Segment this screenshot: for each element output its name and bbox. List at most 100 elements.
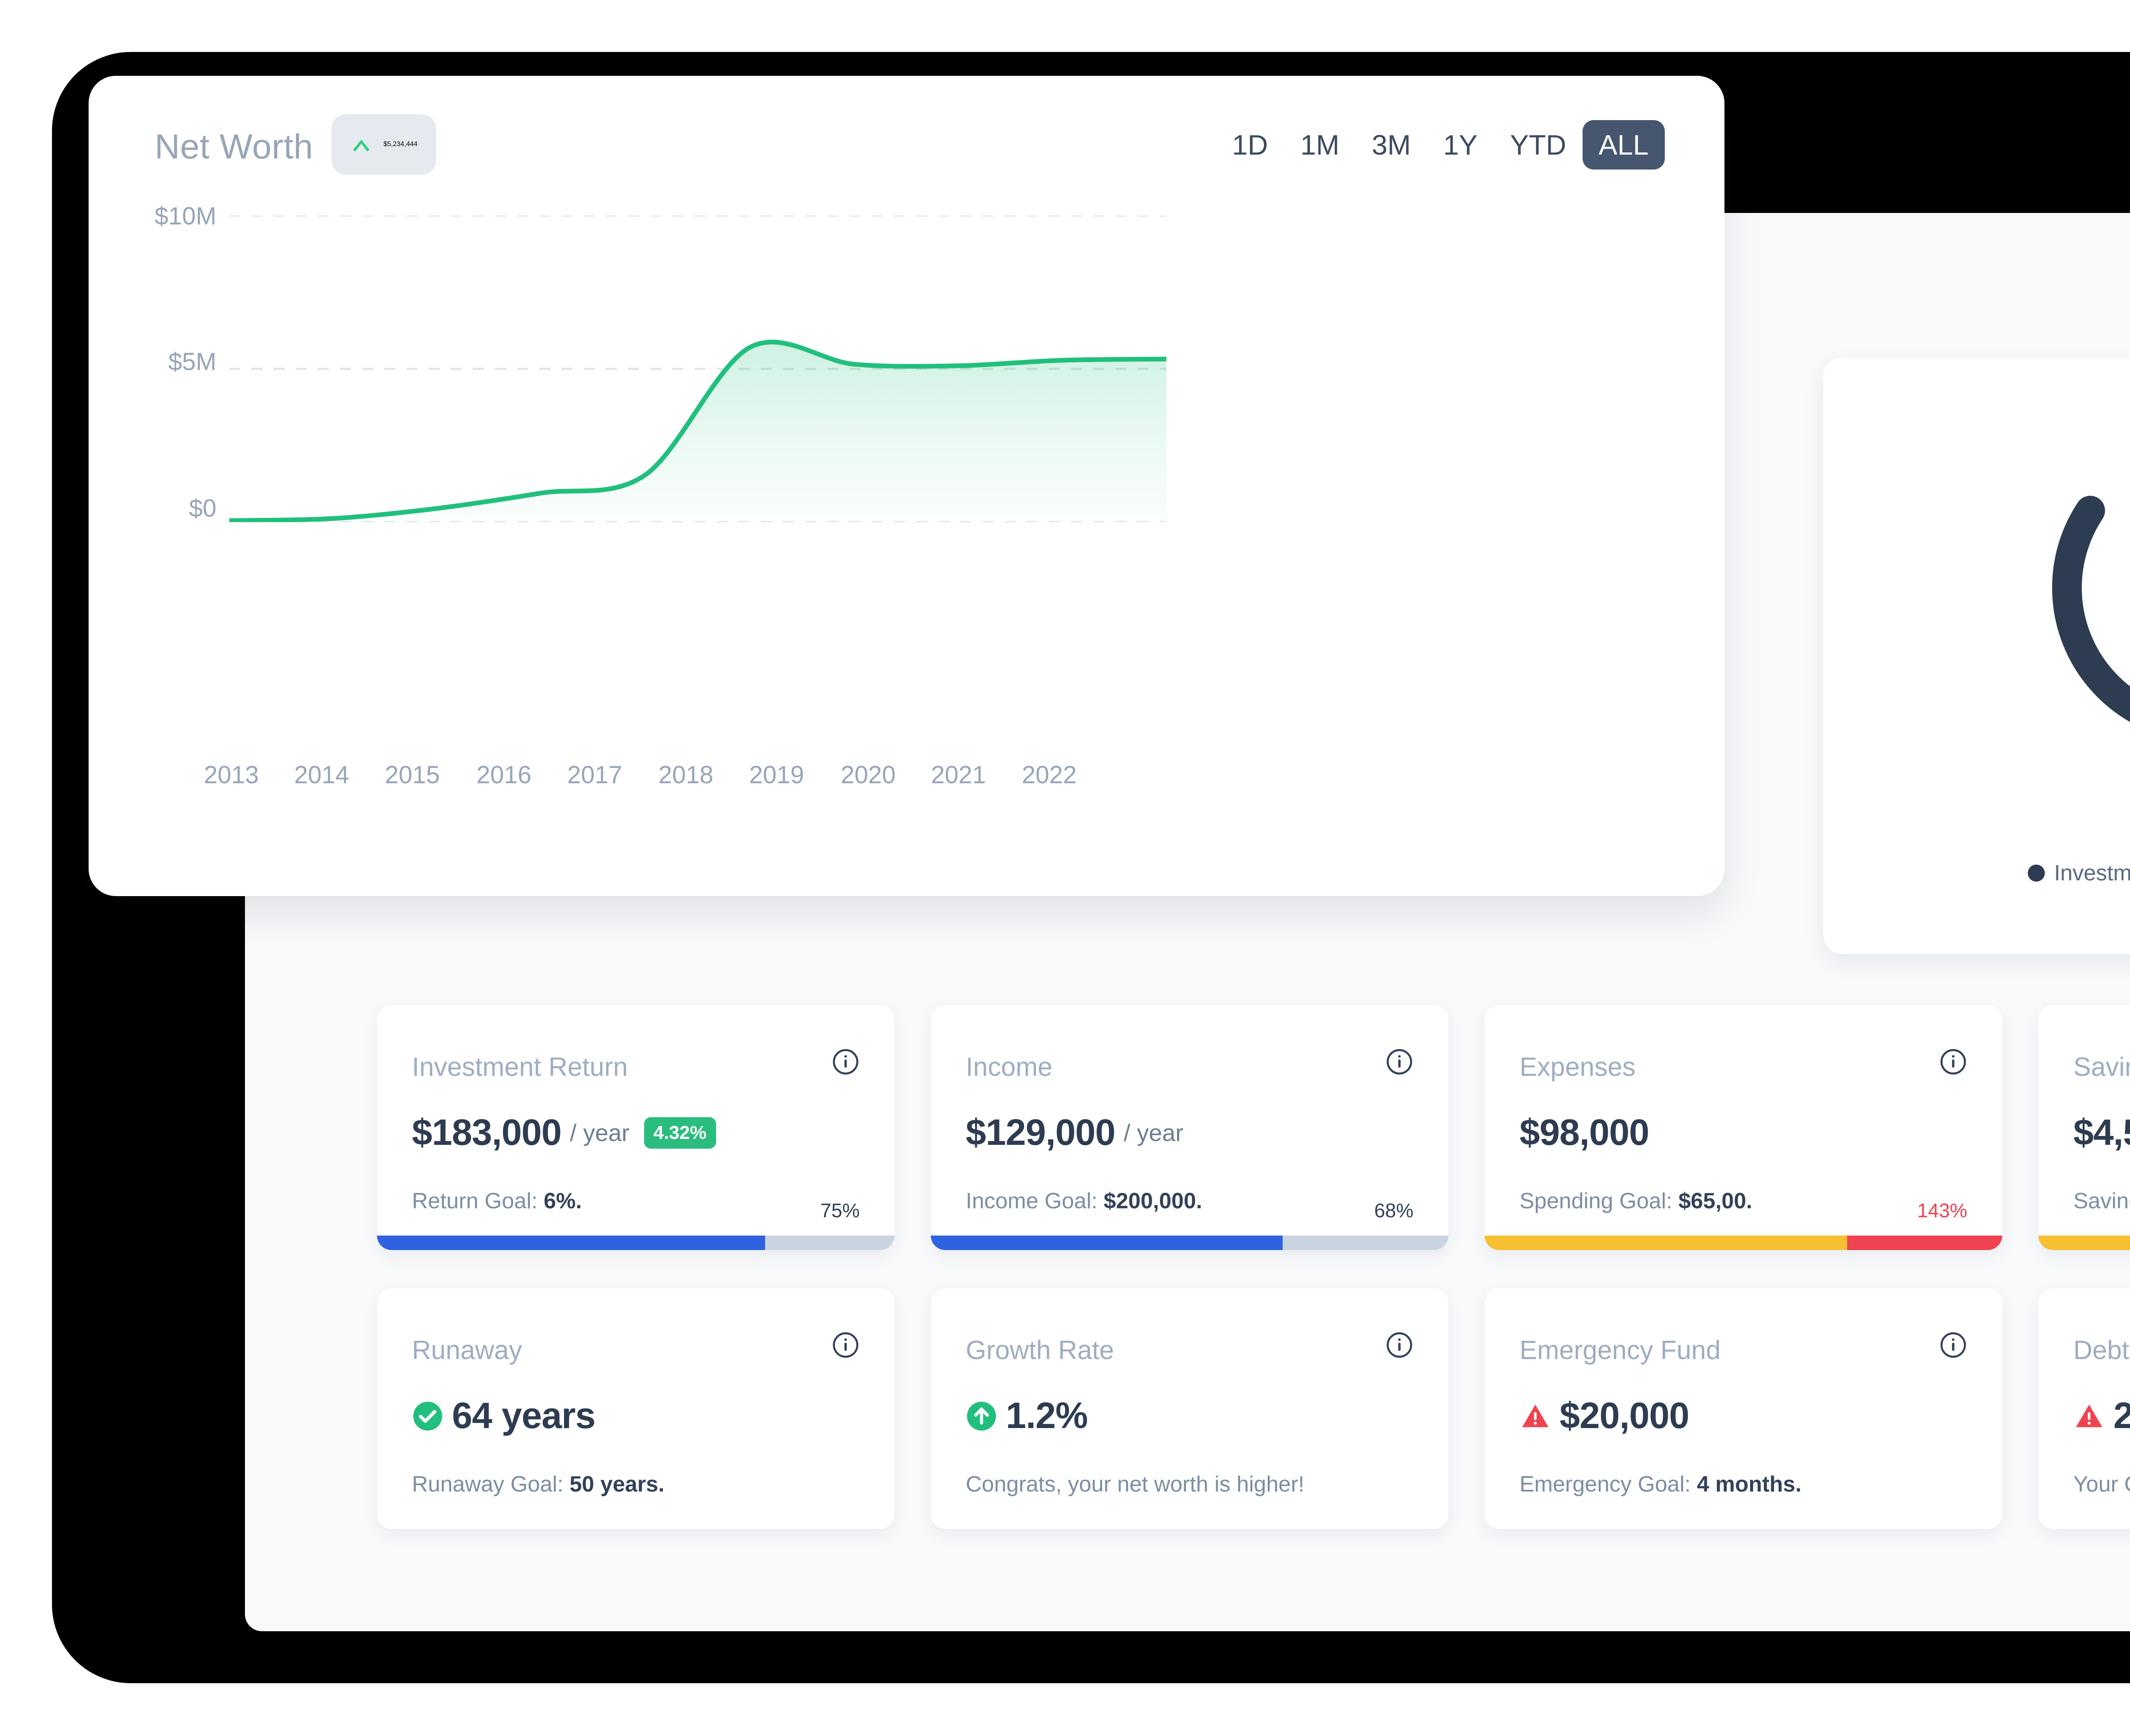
metric-value: $183,000 [412, 1112, 562, 1153]
progress-bar-fill [377, 1236, 766, 1250]
metric-card-expenses[interactable]: Expenses $98,000 Spending Goal: $65,00. … [1485, 1005, 2002, 1250]
range-button-ytd[interactable]: YTD [1510, 129, 1566, 161]
x-axis-tick-2021: 2021 [931, 761, 986, 789]
metric-note-prefix: Congrats, your net worth is higher! [966, 1472, 1304, 1497]
range-button-1d[interactable]: 1D [1232, 129, 1268, 161]
info-icon[interactable] [1939, 1331, 1967, 1359]
metric-badge: 4.32% [644, 1117, 716, 1149]
metric-card-growth-rate[interactable]: Growth Rate 1.2% Congrats, your net wort… [931, 1288, 1448, 1529]
trend-line [229, 339, 1166, 522]
metric-percent: 68% [1374, 1199, 1413, 1222]
metric-card-income[interactable]: Income $129,000 / year Income Goal: $200… [931, 1005, 1448, 1250]
info-icon[interactable] [1385, 1048, 1413, 1076]
metric-title: Income [966, 1052, 1053, 1082]
net-worth-amount: $5,234,444 [383, 141, 418, 148]
range-button-3m[interactable]: 3M [1372, 129, 1411, 161]
x-axis-tick-2017: 2017 [567, 761, 622, 789]
progress-bar-track [377, 1236, 895, 1250]
check-circle-icon [413, 1401, 442, 1431]
progress-bar-fill [931, 1236, 1283, 1250]
arrow-up-circle-icon [967, 1401, 996, 1431]
metric-note: Emergency Goal: 4 months. [1520, 1472, 1802, 1497]
metric-goal: Spending Goal: $65,00. [1520, 1188, 1752, 1214]
metric-value-row: $98,000 [1520, 1112, 1649, 1154]
metric-value: $98,000 [1520, 1112, 1649, 1153]
metric-title: Emergency Fund [1520, 1336, 1721, 1365]
range-button-all[interactable]: ALL [1582, 120, 1665, 170]
warning-triangle-icon [1522, 1404, 1549, 1427]
allocation-donut-chart [2052, 433, 2130, 742]
metric-value: $20,000 [1560, 1395, 1690, 1436]
metric-title: Investment Return [412, 1052, 628, 1082]
progress-bar-track [2038, 1236, 2130, 1250]
metric-title: Growth Rate [966, 1336, 1114, 1365]
metric-card-savings[interactable]: Savings $4,523 Saving Goal: $20,000. 22% [2038, 1005, 2130, 1250]
info-icon[interactable] [832, 1048, 860, 1076]
progress-bar-track [1485, 1236, 2002, 1250]
metric-note: Congrats, your net worth is higher! [966, 1472, 1304, 1497]
legend-label-investments: Investments [2054, 861, 2130, 885]
metric-title: Expenses [1520, 1052, 1636, 1082]
metric-goal: Saving Goal: $20,000. [2073, 1188, 2130, 1214]
x-axis-tick-2020: 2020 [840, 761, 896, 789]
metric-note-value: 50 years. [569, 1472, 665, 1497]
metric-value-row: 64 years [412, 1395, 596, 1437]
metric-card-runaway[interactable]: Runaway 64 years Runaway Goal: 50 years. [377, 1288, 895, 1529]
metric-value-row: $183,000 / year 4.32% [412, 1112, 716, 1154]
metric-goal-prefix: Return Goal: [412, 1189, 538, 1213]
progress-bar-fill [2038, 1236, 2130, 1250]
x-axis-tick-2015: 2015 [385, 761, 440, 789]
allocation-legend: Investments Available Cash [1823, 860, 2130, 886]
range-button-1m[interactable]: 1M [1300, 129, 1340, 161]
info-icon[interactable] [832, 1331, 860, 1359]
net-worth-plot: $10M $5M $0 2013 2014 2015 2016 2017 [89, 202, 1724, 799]
donut-segment-investments [2052, 433, 2130, 742]
range-button-1y[interactable]: 1Y [1443, 129, 1478, 161]
progress-bar-overflow [1847, 1236, 2002, 1250]
area-fill [229, 342, 1166, 522]
metric-title: Runaway [412, 1336, 522, 1365]
metric-goal-value: $200,000. [1103, 1189, 1203, 1213]
metric-note: Your Goal: 15%. [2073, 1472, 2130, 1497]
info-icon[interactable] [1385, 1331, 1413, 1359]
x-axis-tick-2018: 2018 [658, 761, 714, 789]
metric-goal-value: $65,00. [1678, 1189, 1753, 1213]
net-worth-amount-pill: $5,234,444 [331, 114, 437, 175]
metric-percent: 75% [820, 1199, 860, 1222]
chart-header: Net Worth $5,234,444 1D 1M 3M 1Y YTD ALL [89, 76, 1724, 216]
metric-card-investment-return[interactable]: Investment Return $183,000 / year 4.32% … [377, 1005, 895, 1250]
metric-value: 1.2% [1006, 1395, 1088, 1436]
page-title: Net Worth [155, 127, 314, 166]
time-range-selector: 1D 1M 3M 1Y YTD ALL [1216, 120, 1665, 170]
warning-triangle-icon [2076, 1404, 2102, 1427]
progress-bar-track [931, 1236, 1448, 1250]
info-icon[interactable] [1939, 1048, 1967, 1076]
metric-goal: Return Goal: 6%. [412, 1188, 582, 1214]
metric-unit: / year [570, 1119, 630, 1146]
net-worth-area-chart [229, 216, 1166, 522]
x-axis-tick-2016: 2016 [476, 761, 532, 789]
metric-goal-value: 6%. [544, 1189, 582, 1213]
metric-value: 64 years [452, 1395, 596, 1436]
y-axis-label-5m: $5M [168, 348, 216, 376]
metric-value-row: $129,000 / year [966, 1112, 1183, 1154]
metric-card-emergency-fund[interactable]: Emergency Fund $20,000 Emergency Goal: 4… [1485, 1288, 2002, 1529]
metric-value: 28% [2113, 1395, 2130, 1436]
metrics-grid: Investment Return $183,000 / year 4.32% … [377, 1005, 2130, 1529]
metric-goal-prefix: Saving Goal: [2073, 1189, 2130, 1213]
metric-value-row: 28% [2073, 1395, 2130, 1437]
metric-value-row: $4,523 [2073, 1112, 2130, 1154]
x-axis-tick-2013: 2013 [204, 761, 259, 789]
metric-unit: / year [1123, 1119, 1183, 1146]
caret-up-icon [353, 140, 370, 152]
metric-percent: 143% [1917, 1199, 1967, 1222]
legend-item-investments: Investments [2027, 860, 2130, 886]
metric-card-debt-income-ratio[interactable]: Debt-Income Ratio 28% Your Goal: 15%. [2038, 1288, 2130, 1529]
allocation-card: $5.23M Investments Available Cash [1823, 358, 2130, 954]
metric-value: $4,523 [2073, 1112, 2130, 1153]
metric-value-row: 1.2% [966, 1395, 1088, 1437]
metric-title: Savings [2073, 1052, 2130, 1082]
x-axis-tick-2014: 2014 [294, 761, 349, 789]
metric-note-prefix: Runaway Goal: [412, 1472, 564, 1497]
